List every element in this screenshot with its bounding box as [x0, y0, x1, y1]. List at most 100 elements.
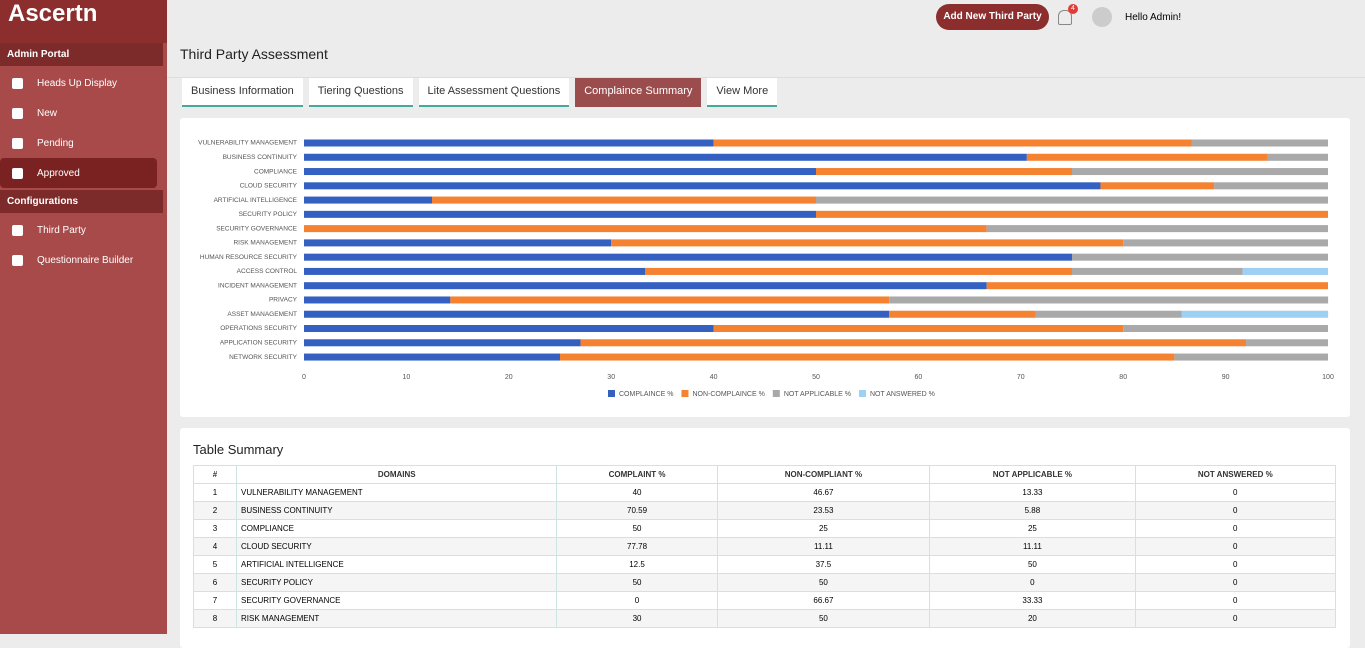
notification-bell[interactable] — [1058, 10, 1072, 25]
bar — [816, 168, 1072, 176]
x-tick-label: 30 — [607, 374, 615, 381]
table-cell: 4 — [192, 537, 238, 556]
column-header: DOMAINS — [236, 465, 558, 484]
bar — [816, 196, 1328, 204]
bar — [1072, 168, 1328, 176]
bar — [304, 239, 612, 247]
table-cell: 5.88 — [929, 501, 1136, 520]
bar — [645, 267, 1072, 275]
nav-item[interactable]: Approved — [0, 158, 157, 188]
x-tick-label: 70 — [1017, 374, 1025, 381]
bar — [304, 196, 432, 204]
bar — [713, 325, 1124, 333]
column-header: # — [192, 465, 238, 484]
table-cell: 0 — [1134, 609, 1337, 628]
table-cell: 12.5 — [556, 555, 718, 574]
table-cell: 50 — [929, 555, 1136, 574]
table-cell: 23.53 — [716, 501, 931, 520]
x-tick-label: 10 — [403, 374, 411, 381]
table-cell: 11.11 — [716, 537, 931, 556]
bar — [1242, 267, 1328, 275]
y-tick-label: COMPLIANCE — [254, 168, 298, 175]
y-tick-label: INCIDENT MANAGEMENT — [218, 282, 297, 289]
bar — [304, 168, 816, 176]
tab[interactable]: Complaince Summary — [575, 78, 702, 107]
y-tick-label: ARTIFICIAL INTELLIGENCE — [214, 197, 298, 204]
nav-item[interactable]: Third Party — [0, 215, 157, 245]
x-tick-label: 100 — [1322, 374, 1334, 381]
tab[interactable]: Tiering Questions — [308, 78, 413, 107]
table-cell: 70.59 — [556, 501, 718, 520]
table-cell: 7 — [192, 591, 238, 610]
y-tick-label: PRIVACY — [269, 297, 298, 304]
table-row: 8 RISK MANAGEMENT 30 50 20 0 — [192, 609, 1337, 628]
tab[interactable]: Lite Assessment Questions — [418, 78, 570, 107]
legend-label: NON-COMPLAINCE % — [692, 391, 764, 398]
y-tick-label: CLOUD SECURITY — [240, 183, 298, 190]
table-cell: 25 — [929, 519, 1136, 538]
y-tick-label: RISK MANAGEMENT — [233, 240, 297, 247]
table-cell: 0 — [1134, 501, 1337, 520]
table-cell: 40 — [556, 483, 718, 502]
bar — [1246, 339, 1328, 347]
bar — [1072, 267, 1243, 275]
table-cell: 0 — [1134, 591, 1337, 610]
nav-label: New — [37, 107, 58, 119]
header-row: # DOMAINS COMPLAINT % NON-COMPLIANT % NOT AP… — [192, 465, 1337, 484]
bar — [304, 139, 714, 147]
avatar[interactable] — [1092, 7, 1112, 27]
table-cell: 0 — [929, 573, 1136, 592]
chart-card: 0 10 20 30 40 50 60 70 80 90 100 VULNERABILITY MANA… — [180, 118, 1350, 417]
table-cell: COMPLIANCE — [236, 519, 558, 538]
notification-badge: 4 — [1068, 4, 1078, 14]
nav-item[interactable]: Pending — [0, 128, 157, 158]
bar — [889, 310, 1036, 318]
bar — [1267, 153, 1328, 161]
legend-label: NOT APPLICABLE % — [784, 391, 851, 398]
bar — [1123, 325, 1328, 333]
nav-icon — [12, 254, 23, 266]
table-cell: 37.5 — [716, 555, 931, 574]
bar — [560, 353, 1175, 361]
greeting[interactable]: Hello Admin! — [1125, 12, 1182, 23]
table-cell: 50 — [716, 573, 931, 592]
table-cell: 50 — [716, 609, 931, 628]
column-header: COMPLAINT % — [556, 465, 718, 484]
nav-item[interactable]: New — [0, 98, 157, 128]
top-bar — [167, 0, 1365, 36]
nav-icon — [12, 167, 23, 179]
x-tick-label: 40 — [710, 374, 718, 381]
y-tick-label: APPLICATION SECURITY — [220, 339, 298, 346]
bar — [304, 325, 714, 333]
nav-label: Approved — [37, 167, 80, 179]
nav-item[interactable]: Heads Up Display — [0, 68, 157, 98]
bar — [304, 282, 987, 290]
table-cell: 0 — [1134, 519, 1337, 538]
x-tick-label: 0 — [302, 374, 306, 381]
table-row: 1 VULNERABILITY MANAGEMENT 40 46.67 13.33 0 — [192, 483, 1337, 502]
table-title: Table Summary — [193, 442, 284, 457]
table-row: 2 BUSINESS CONTINUITY 70.59 23.53 5.88 0 — [192, 501, 1337, 520]
nav-item[interactable]: Questionnaire Builder — [0, 245, 157, 275]
table-cell: ARTIFICIAL INTELLIGENCE — [236, 555, 558, 574]
table-cell: 1 — [192, 483, 238, 502]
table-cell: 66.67 — [716, 591, 931, 610]
legend-label: NOT ANSWERED % — [870, 391, 935, 398]
nav-icon — [12, 107, 23, 119]
tab[interactable]: View More — [707, 78, 778, 107]
tab[interactable]: Business Information — [182, 78, 303, 107]
y-tick-label: HUMAN RESOURCE SECURITY — [200, 254, 298, 261]
table-cell: 25 — [716, 519, 931, 538]
bar — [611, 239, 1124, 247]
table-cell: 0 — [1134, 573, 1337, 592]
nav-label: Heads Up Display — [37, 77, 118, 89]
bar — [1072, 253, 1328, 261]
bar — [816, 210, 1328, 218]
add-third-party-button[interactable]: Add New Third Party — [936, 4, 1049, 30]
bar — [304, 310, 890, 318]
table-cell: 77.78 — [556, 537, 718, 556]
y-tick-label: OPERATIONS SECURITY — [220, 325, 297, 332]
table-cell: 0 — [1134, 555, 1337, 574]
y-tick-label: SECURITY POLICY — [239, 211, 298, 218]
